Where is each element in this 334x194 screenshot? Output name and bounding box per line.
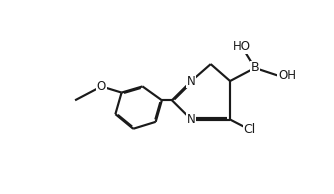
Text: B: B (250, 61, 259, 74)
Text: Cl: Cl (243, 123, 256, 136)
Text: N: N (187, 74, 196, 87)
Text: HO: HO (233, 40, 251, 53)
Text: N: N (187, 113, 196, 126)
Text: O: O (97, 80, 106, 93)
Text: OH: OH (278, 69, 296, 82)
